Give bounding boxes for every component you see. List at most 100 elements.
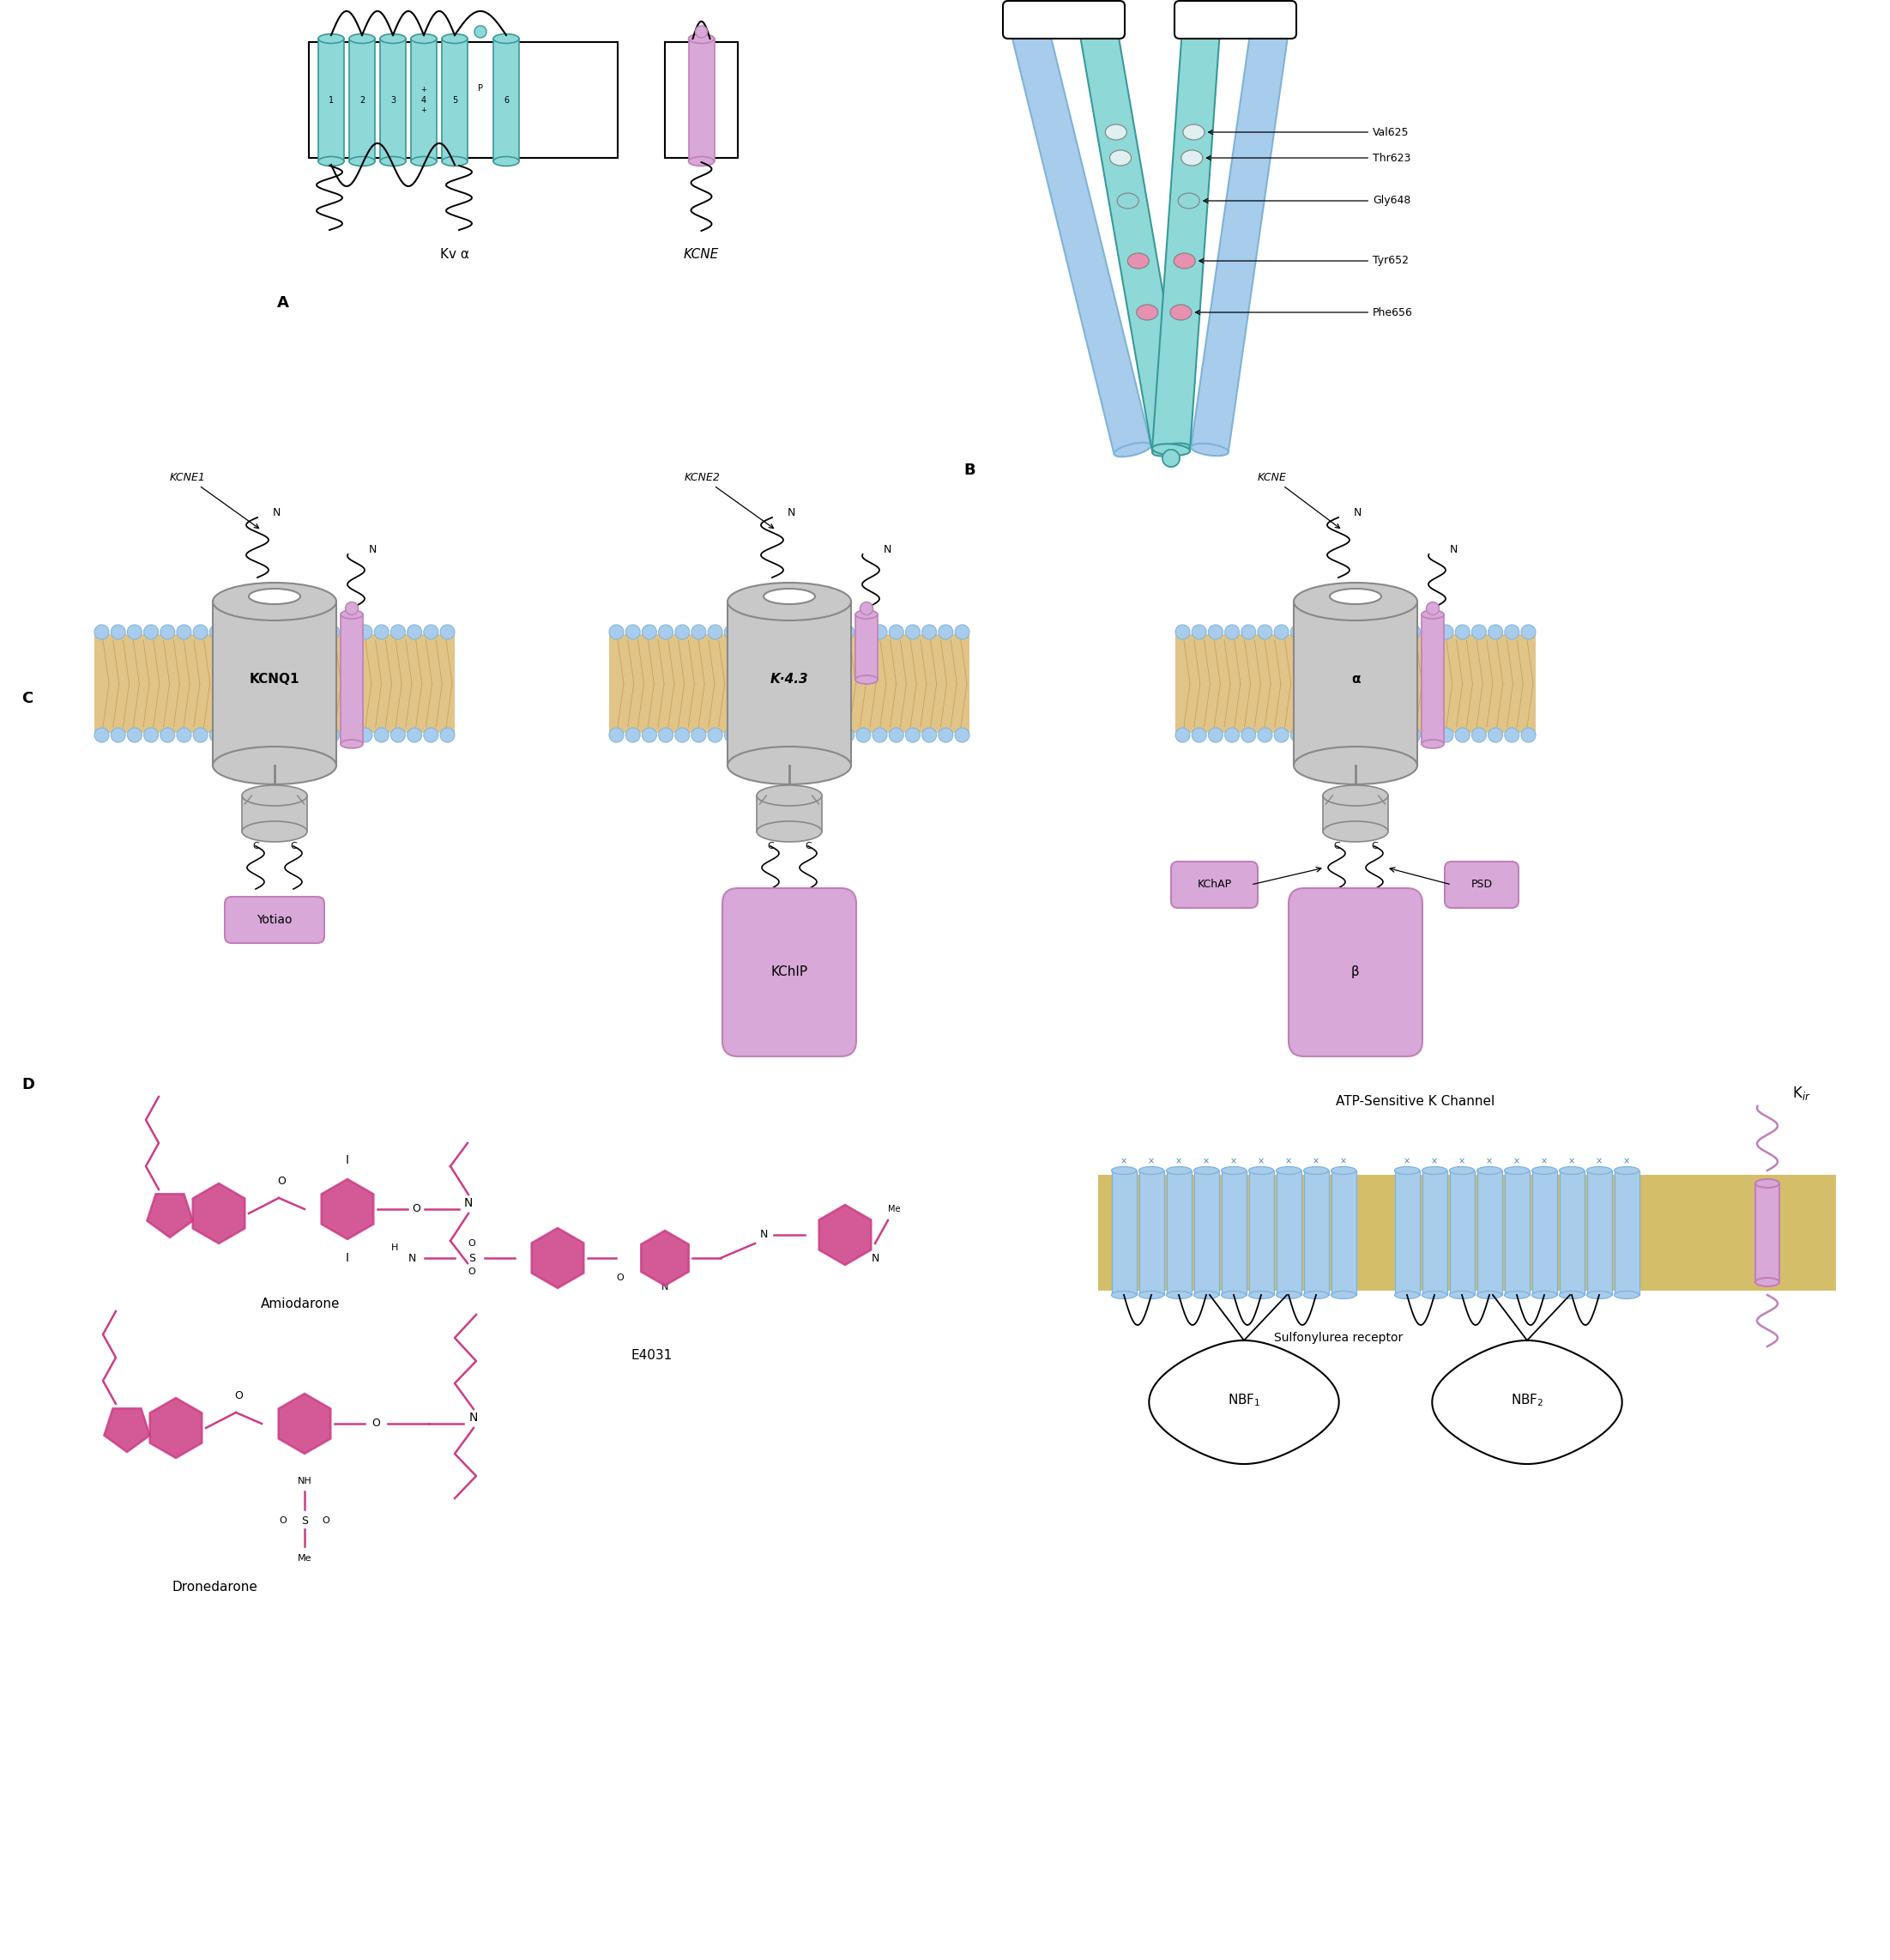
Circle shape bbox=[675, 727, 690, 743]
Ellipse shape bbox=[1136, 304, 1159, 319]
Circle shape bbox=[276, 727, 289, 743]
Circle shape bbox=[1455, 727, 1470, 743]
Circle shape bbox=[1208, 625, 1223, 639]
Text: C: C bbox=[289, 843, 297, 851]
Circle shape bbox=[790, 727, 805, 743]
Circle shape bbox=[227, 727, 240, 743]
Bar bbox=[609, 635, 970, 733]
Text: 5: 5 bbox=[452, 96, 457, 104]
Ellipse shape bbox=[1304, 1166, 1329, 1174]
Circle shape bbox=[790, 625, 805, 639]
Ellipse shape bbox=[380, 33, 406, 43]
Circle shape bbox=[905, 727, 920, 743]
Text: 1: 1 bbox=[329, 96, 335, 104]
Ellipse shape bbox=[1331, 1166, 1355, 1174]
Circle shape bbox=[391, 625, 404, 639]
Ellipse shape bbox=[1559, 1166, 1584, 1174]
Polygon shape bbox=[278, 1394, 331, 1454]
Circle shape bbox=[1455, 625, 1470, 639]
Text: P: P bbox=[478, 84, 484, 92]
Ellipse shape bbox=[1276, 1292, 1300, 1299]
Text: A: A bbox=[278, 296, 289, 310]
Bar bbox=[1614, 1170, 1639, 1296]
Circle shape bbox=[643, 727, 656, 743]
Text: S: S bbox=[301, 1515, 308, 1527]
Circle shape bbox=[161, 727, 174, 743]
Text: ×: × bbox=[1486, 1156, 1493, 1166]
Circle shape bbox=[406, 727, 421, 743]
Circle shape bbox=[308, 625, 323, 639]
Circle shape bbox=[1308, 727, 1321, 743]
Bar bbox=[856, 613, 877, 680]
Circle shape bbox=[696, 25, 707, 37]
Ellipse shape bbox=[1504, 1166, 1529, 1174]
Circle shape bbox=[227, 625, 240, 639]
Bar bbox=[665, 41, 737, 159]
Text: ×: × bbox=[1230, 1156, 1238, 1166]
Circle shape bbox=[922, 727, 937, 743]
Text: PSD: PSD bbox=[1470, 880, 1493, 890]
Ellipse shape bbox=[1323, 786, 1387, 806]
Ellipse shape bbox=[1174, 253, 1194, 269]
Bar bbox=[1304, 1170, 1329, 1296]
Ellipse shape bbox=[728, 747, 850, 784]
Ellipse shape bbox=[1295, 747, 1418, 784]
Circle shape bbox=[176, 727, 191, 743]
Circle shape bbox=[1438, 727, 1453, 743]
Circle shape bbox=[1427, 602, 1438, 615]
FancyBboxPatch shape bbox=[1444, 862, 1518, 907]
Ellipse shape bbox=[1504, 1292, 1529, 1299]
Ellipse shape bbox=[350, 157, 374, 167]
Ellipse shape bbox=[340, 610, 363, 619]
Text: 4: 4 bbox=[421, 96, 427, 104]
Ellipse shape bbox=[1588, 1292, 1612, 1299]
Ellipse shape bbox=[1421, 739, 1444, 749]
Ellipse shape bbox=[493, 157, 520, 167]
Ellipse shape bbox=[856, 676, 877, 684]
Ellipse shape bbox=[410, 157, 437, 167]
Polygon shape bbox=[1433, 1341, 1622, 1464]
Circle shape bbox=[626, 727, 641, 743]
Circle shape bbox=[709, 625, 722, 639]
Circle shape bbox=[1521, 727, 1537, 743]
Circle shape bbox=[758, 727, 771, 743]
Bar bbox=[340, 613, 363, 745]
Text: C: C bbox=[767, 843, 773, 851]
Text: K$_{ir}$: K$_{ir}$ bbox=[1792, 1084, 1811, 1102]
Circle shape bbox=[609, 625, 624, 639]
Bar bbox=[308, 41, 618, 159]
Ellipse shape bbox=[1450, 1292, 1474, 1299]
Ellipse shape bbox=[1177, 194, 1200, 208]
Text: KCNE: KCNE bbox=[684, 249, 718, 261]
Polygon shape bbox=[531, 1229, 584, 1288]
Circle shape bbox=[954, 625, 970, 639]
Text: K·4.3: K·4.3 bbox=[769, 672, 809, 686]
Ellipse shape bbox=[1140, 1166, 1164, 1174]
Text: N: N bbox=[1353, 508, 1363, 519]
Text: 3: 3 bbox=[391, 96, 395, 104]
Circle shape bbox=[1225, 727, 1240, 743]
Text: N: N bbox=[885, 545, 892, 555]
Circle shape bbox=[161, 625, 174, 639]
Ellipse shape bbox=[1588, 1166, 1612, 1174]
Circle shape bbox=[888, 625, 903, 639]
Ellipse shape bbox=[1181, 151, 1202, 167]
Polygon shape bbox=[104, 1409, 149, 1452]
Text: KCNE1: KCNE1 bbox=[170, 472, 259, 529]
Text: Thr623: Thr623 bbox=[1206, 153, 1410, 163]
Circle shape bbox=[357, 625, 372, 639]
Text: ×: × bbox=[1257, 1156, 1264, 1166]
Bar bbox=[318, 39, 344, 161]
Ellipse shape bbox=[1111, 1166, 1136, 1174]
FancyBboxPatch shape bbox=[225, 898, 325, 943]
Ellipse shape bbox=[1421, 1292, 1448, 1299]
Text: ×: × bbox=[1540, 1156, 1548, 1166]
Circle shape bbox=[807, 727, 822, 743]
Text: N: N bbox=[662, 1284, 669, 1292]
Bar bbox=[1395, 1170, 1419, 1296]
Ellipse shape bbox=[1109, 151, 1132, 167]
Ellipse shape bbox=[756, 821, 822, 843]
Polygon shape bbox=[1153, 27, 1219, 451]
Ellipse shape bbox=[442, 157, 467, 167]
Circle shape bbox=[474, 25, 486, 37]
